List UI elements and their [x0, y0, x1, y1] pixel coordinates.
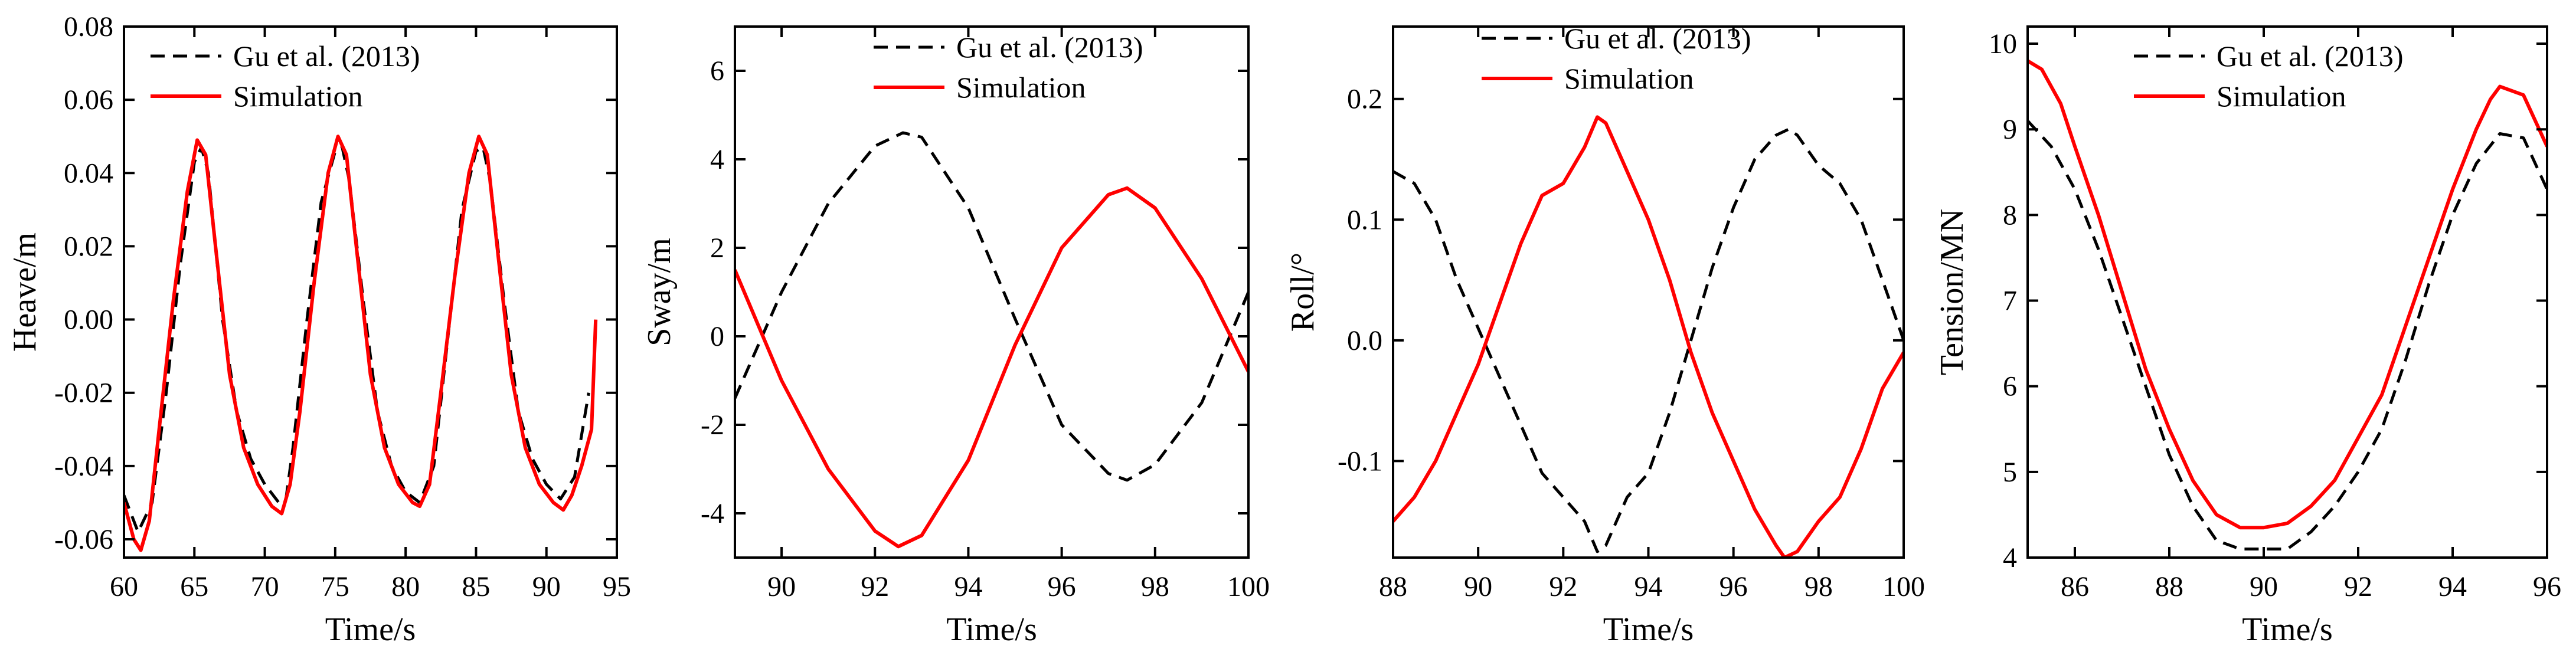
x-tick-label: 90 [1464, 571, 1492, 602]
y-tick-label: 0.00 [64, 304, 113, 336]
x-tick-label: 90 [532, 571, 561, 602]
series-line-simulation [1393, 115, 1904, 558]
legend-label-simulation: Simulation [233, 80, 362, 113]
y-tick-label: 5 [2003, 457, 2017, 488]
y-tick-label: -0.04 [54, 451, 113, 482]
y-tick-label: 0 [710, 321, 724, 352]
x-tick-label: 80 [391, 571, 420, 602]
legend: Gu et al. (2013) Simulation [151, 40, 420, 113]
legend-label-reference: Gu et al. (2013) [2217, 40, 2404, 73]
y-tick-label: 0.1 [1347, 204, 1382, 235]
x-tick-label: 92 [2344, 571, 2372, 602]
x-tick-label: 98 [1804, 571, 1833, 602]
x-tick-label: 96 [1048, 571, 1076, 602]
x-tick-label: 94 [2438, 571, 2467, 602]
x-tick-label: 100 [1882, 571, 1925, 602]
y-tick-label: 0.04 [64, 158, 113, 189]
x-tick-label: 100 [1227, 571, 1270, 602]
y-tick-label: -0.02 [54, 378, 113, 409]
y-axis-title: Heave/m [6, 232, 43, 352]
x-tick-label: 96 [2533, 571, 2561, 602]
x-tick-label: 94 [954, 571, 982, 602]
x-tick-label: 88 [2155, 571, 2183, 602]
x-tick-label: 86 [2061, 571, 2089, 602]
y-tick-label: -4 [701, 498, 724, 529]
y-tick-label: -0.06 [54, 524, 113, 555]
series-line-reference [735, 131, 1248, 482]
y-tick-label: 8 [2003, 199, 2017, 231]
x-axis-title: Time/s [2242, 611, 2333, 648]
x-tick-label: 85 [462, 571, 490, 602]
x-tick-label: 92 [861, 571, 889, 602]
y-tick-label: 0.2 [1347, 84, 1382, 115]
legend: Gu et al. (2013) Simulation [2134, 40, 2404, 113]
x-tick-label: 90 [2250, 571, 2278, 602]
x-axis-title: Time/s [325, 611, 416, 648]
chart-panel-4: 86 88 90 92 94 96 4 5 6 7 8 9 10 Time/s Tension/MN Gu e… [1934, 25, 2561, 648]
y-axis-title: Roll/° [1284, 253, 1321, 332]
y-tick-label: -2 [701, 409, 724, 441]
x-axis-title: Time/s [1603, 611, 1694, 648]
y-axis-title: Sway/m [641, 238, 678, 346]
y-tick-label: 0.06 [64, 84, 113, 116]
series-line-simulation [735, 186, 1248, 549]
chart-panel-2: 90 92 94 96 98 100 -4 -2 0 2 4 6 Time/s Sway/m Gu et a… [641, 25, 1270, 648]
x-tick-label: 95 [603, 571, 631, 602]
y-axis-title: Tension/MN [1934, 209, 1970, 375]
legend-label-simulation: Simulation [956, 71, 1086, 104]
y-tick-label: 0.08 [64, 11, 113, 42]
x-tick-label: 90 [767, 571, 796, 602]
legend: Gu et al. (2013) Simulation [1482, 22, 1751, 95]
series-line-reference [1393, 127, 1904, 553]
y-tick-label: -0.1 [1338, 445, 1382, 477]
y-tick-label: 10 [1989, 28, 2017, 60]
series-line-simulation [2028, 59, 2547, 530]
y-tick-label: 2 [710, 232, 724, 264]
x-tick-label: 65 [180, 571, 208, 602]
y-tick-label: 4 [2003, 542, 2017, 573]
legend-label-simulation: Simulation [2217, 80, 2346, 113]
y-tick-label: 7 [2003, 286, 2017, 317]
y-tick-label: 6 [2003, 371, 2017, 402]
plot-frame [734, 25, 1250, 559]
x-tick-label: 60 [110, 571, 138, 602]
y-tick-label: 0.02 [64, 231, 113, 262]
x-tick-label: 96 [1719, 571, 1748, 602]
y-tick-label: 0.0 [1347, 325, 1382, 356]
y-tick-label: 9 [2003, 114, 2017, 145]
legend-label-reference: Gu et al. (2013) [956, 31, 1143, 64]
legend-label-reference: Gu et al. (2013) [233, 40, 420, 73]
legend: Gu et al. (2013) Simulation [874, 31, 1143, 104]
chart-panel-3: 88 90 92 94 96 98 100 -0.1 0.0 0.1 0.2 Time/s Roll/°… [1284, 22, 1925, 648]
legend-label-simulation: Simulation [1564, 62, 1694, 95]
series-line-simulation [124, 135, 598, 552]
legend-label-reference: Gu et al. (2013) [1564, 22, 1751, 55]
x-axis-title: Time/s [946, 611, 1037, 648]
plot-frame [123, 25, 618, 559]
x-tick-label: 88 [1379, 571, 1407, 602]
x-tick-label: 94 [1634, 571, 1663, 602]
chart-panel-1: 60 65 70 75 80 85 90 95 -0.06 -0.04 -0.02 0.00 0.02 0… [6, 11, 631, 648]
x-tick-label: 70 [251, 571, 279, 602]
x-tick-label: 75 [321, 571, 349, 602]
x-tick-label: 98 [1141, 571, 1169, 602]
y-tick-label: 4 [710, 144, 724, 175]
plot-frame [2026, 25, 2548, 559]
x-tick-label: 92 [1549, 571, 1577, 602]
y-tick-label: 6 [710, 55, 724, 87]
